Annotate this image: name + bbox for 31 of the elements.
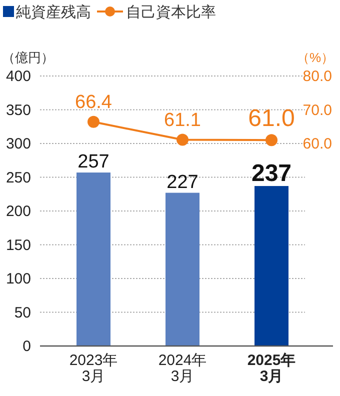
data-label: 61.1 xyxy=(164,110,201,131)
y-tick-label: 0 xyxy=(22,338,31,355)
y-tick-label: 150 xyxy=(6,236,31,254)
y-tick-label: 200 xyxy=(6,203,31,220)
y-axis-title: （億円） xyxy=(2,50,54,65)
bar xyxy=(76,172,110,346)
y-tick-label: 100 xyxy=(6,270,31,288)
x-tick-label: 2023年3月 xyxy=(68,352,119,385)
data-label: 66.4 xyxy=(75,92,112,113)
y2-tick-label: 70.0 xyxy=(302,102,332,119)
legend-label: 純資産残高 xyxy=(16,3,91,22)
y2-axis-title: （%） xyxy=(296,50,334,65)
data-label: 61.0 xyxy=(248,105,295,132)
y-tick-label: 400 xyxy=(6,68,31,85)
bar xyxy=(166,192,200,346)
data-label: 257 xyxy=(78,152,110,173)
y-tick-label: 300 xyxy=(6,136,31,152)
legend-label: 自己資本比率 xyxy=(126,3,216,22)
bar xyxy=(254,186,288,346)
y-tick-label: 250 xyxy=(6,169,31,186)
x-tick-label: 2025年3月 xyxy=(246,352,297,385)
y2-tick-label: 60.0 xyxy=(302,136,332,152)
y-tick-label: 50 xyxy=(14,304,31,322)
point xyxy=(266,134,278,146)
point xyxy=(176,134,188,146)
data-label: 237 xyxy=(251,160,292,188)
y2-tick-label: 80.0 xyxy=(302,68,332,85)
data-label: 227 xyxy=(166,172,198,193)
x-tick-label: 2024年3月 xyxy=(157,352,208,385)
point xyxy=(88,116,100,128)
y-tick-label: 350 xyxy=(6,102,31,119)
